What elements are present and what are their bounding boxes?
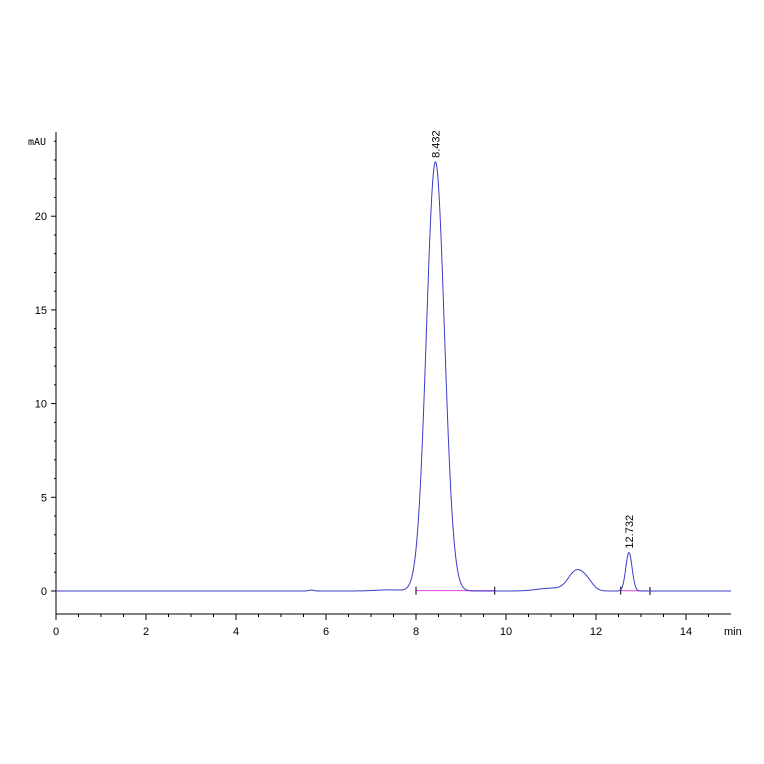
y-axis: 0 5 10 15 20 — [35, 132, 57, 614]
x-tick-label: 6 — [323, 626, 329, 638]
x-tick-label: 12 — [590, 626, 602, 638]
peak-label: 12.732 — [624, 515, 636, 549]
x-axis-unit-label: min — [724, 626, 742, 638]
x-tick-label: 10 — [500, 626, 512, 638]
x-tick-label: 4 — [233, 626, 239, 638]
x-tick-label: 14 — [680, 626, 692, 638]
y-tick-label: 5 — [41, 492, 47, 504]
x-tick-label: 0 — [53, 626, 59, 638]
x-tick-label: 2 — [143, 626, 149, 638]
y-tick-label: 0 — [41, 586, 47, 598]
x-axis: 0 2 4 6 8 10 12 14 — [53, 613, 731, 638]
y-tick-label: 20 — [35, 211, 47, 223]
peak-annotations: 8.432 12.732 — [430, 130, 636, 548]
y-tick-label: 10 — [35, 399, 47, 411]
peak-label: 8.432 — [430, 130, 442, 158]
x-tick-label: 8 — [413, 626, 419, 638]
series-line-signal — [56, 161, 731, 592]
y-tick-label: 15 — [35, 305, 47, 317]
y-axis-unit-label: mAU — [28, 137, 46, 148]
